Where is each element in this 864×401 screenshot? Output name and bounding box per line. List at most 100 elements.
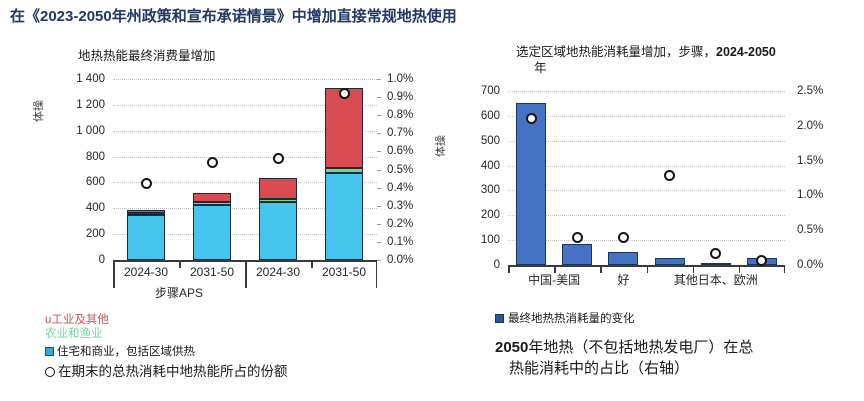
axis-tick [646,267,648,273]
right-axis-tick-label: 0.5% [387,163,414,176]
left-axis-tick-label: 1 000 [76,124,105,137]
left-axis-tick-label: 1 200 [76,98,105,111]
bar [562,244,593,265]
chart-title-right-line2: 年 [534,61,547,75]
gridline [508,215,785,217]
bar-segment [193,192,231,203]
bar [700,263,731,265]
bar [654,257,685,265]
right-axis-tick-label: 1.0% [797,189,824,202]
left-axis-tick-label: 100 [480,234,500,247]
axis-tick [311,262,313,268]
left-axis-tick-label: 300 [480,184,500,197]
left-axis-tick-label: 400 [85,202,105,215]
left-axis-tick-label: 800 [85,150,105,163]
x-axis-category-label: 2031-50 [321,265,367,279]
final-change-square-icon [495,314,504,324]
right-axis-tick-label: 0.4% [387,181,414,194]
caption-share-2050: 2050年地热（不包括地热发电厂）在总 热能消耗中的占比（右轴） [495,337,840,379]
bar-segment [325,173,363,260]
right-axis-tick-label: 0.0% [797,259,824,271]
caption-year: 2050 [495,339,529,356]
share-point-marker [617,231,629,243]
left-axis-tick-label: 500 [480,134,500,147]
chart-title-left: 地热热能最终消费量增加 [78,49,216,63]
y-axis-unit-label-left: 体操 [33,100,45,122]
gridline [508,240,785,242]
gridline [508,165,785,167]
gridline [113,182,377,184]
share-point-marker [756,255,768,267]
left-axis-tick-label: 200 [85,228,105,241]
axis-tick [692,267,695,273]
right-axis-tick [377,169,381,171]
axis-tick [508,267,510,273]
gridline [113,104,377,106]
x-axis-category-label: 好 [617,273,630,287]
right-axis-tick-label: 0.1% [387,235,414,248]
bar-segment [193,204,231,260]
right-axis-tick-label: 0.2% [387,217,414,230]
plot-area-right: 0 100 200 300 400 500 600 700 0.0% 0.5% 1.0% 1.5% 2.… [481,85,823,287]
bar-segment [325,88,363,169]
right-axis-tick [377,205,381,207]
right-axis-tick [377,97,381,99]
right-axis-tick-label: 0.7% [387,127,414,140]
gridline [113,234,377,236]
gridline [113,208,377,210]
right-axis-tick [377,241,381,243]
right-axis-tick-label: 0.0% [387,254,414,266]
right-axis-tick [377,151,381,153]
x-axis-category-label: 2031-50 [189,265,235,279]
gridline [508,190,785,192]
bar-segment [127,212,165,215]
residential-square-icon [45,347,54,357]
legend-item-residential: 住宅和商业，包括区域供热 [45,343,195,359]
right-axis-tick-label: 0.5% [797,224,824,237]
page-title: 在《2023-2050年州政策和宣布承诺情景》中增加直接常规地热使用 [10,8,457,25]
share-point-marker [571,232,583,244]
scenario-group-label: 步骤APS [154,286,203,300]
x-axis-category-label: 中国-美国 [528,273,581,287]
share-point-marker [206,156,218,168]
axis-tick [554,267,556,273]
gridline [113,130,377,132]
caption-line1: 年地热（不包括地热发电厂）在总 [528,339,754,356]
right-axis-tick-label: 0.9% [387,91,414,104]
legend-item-final-change-label: 最终地热热消耗量的变化 [508,313,635,325]
legend-item-final-change: 最终地热热消耗量的变化 [495,310,635,326]
right-axis-tick [377,115,381,117]
right-axis-tick [377,133,381,135]
right-axis-tick-label: 1.0% [387,73,414,85]
gridline [113,156,377,158]
gridline [508,91,785,92]
x-axis-category-label: 其他日本、欧洲 [673,273,758,287]
axis-tick [738,267,741,273]
y-axis-unit-label-right: 体操 [435,135,447,157]
bar-segment [127,209,165,213]
bar-segment [259,202,297,260]
group-bracket-tick [113,262,115,288]
chart-title-right: 选定区域地热能消耗量增加，步骤，2024-2050 年 [516,44,861,76]
bar-segment [259,177,297,200]
group-bracket-tick [375,262,377,288]
legend-item-residential-label: 住宅和商业，包括区域供热 [57,346,195,358]
right-axis-tick-label: 2.5% [797,85,824,97]
chart-title-right-text: 选定区域地热能消耗量增加，步骤， [516,45,717,59]
left-axis-tick-label: 400 [480,159,500,172]
x-axis-category-label: 2024-30 [255,265,301,279]
right-axis-tick-label: 0.8% [387,109,414,122]
bar [608,252,639,265]
legend-item-industry: u工业及其他 [45,314,109,326]
x-axis-category-label: 2024-30 [123,265,169,279]
bar-segment [193,202,231,205]
legend-item-agriculture: 农业和渔业 [45,328,103,340]
share-point-marker [710,247,722,259]
left-axis-tick-label: 200 [480,209,500,222]
share-point-marker [338,87,350,99]
group-bracket-tick [245,262,247,288]
bar-segment [259,199,297,203]
right-axis-tick-label: 0.6% [387,145,414,158]
share-point-marker [140,178,152,190]
right-axis-tick [377,223,381,225]
